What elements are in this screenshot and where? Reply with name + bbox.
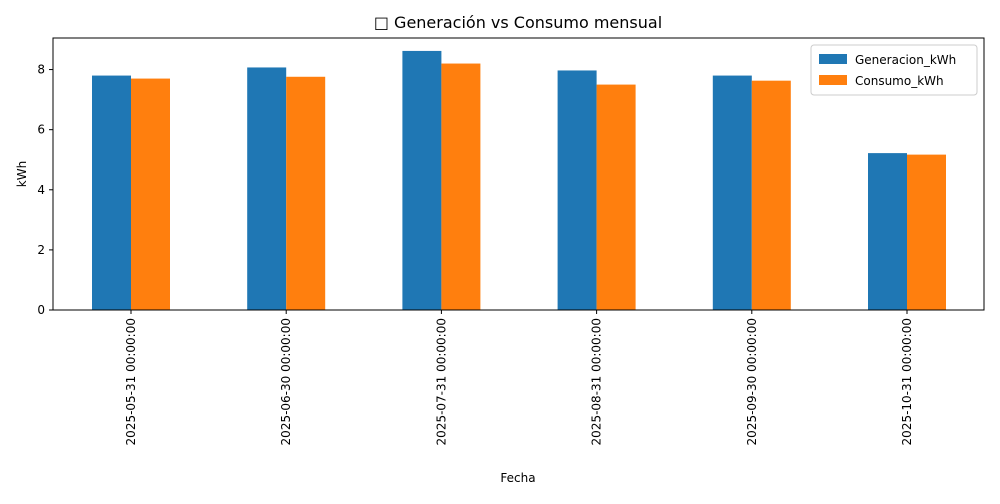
bar-consumo-kwh [751, 80, 791, 310]
legend: Generacion_kWh Consumo_kWh [810, 44, 978, 96]
y-tick-label: 6 [37, 123, 45, 137]
legend-box [810, 44, 978, 96]
y-tick-label: 2 [37, 243, 45, 257]
bar-generacion-kwh [402, 50, 442, 310]
bar-generacion-kwh [868, 153, 907, 310]
x-tick-label: 2025-08-31 00:00:00 [590, 318, 604, 445]
bars-group [92, 50, 946, 310]
x-axis: 2025-05-31 00:00:00 2025-06-30 00:00:00 20… [124, 310, 914, 445]
x-tick-label: 2025-06-30 00:00:00 [279, 318, 293, 445]
x-axis-label: Fecha [500, 471, 535, 485]
bar-generacion-kwh [247, 67, 287, 310]
y-axis-label: kWh [15, 161, 29, 187]
bar-generacion-kwh [92, 75, 131, 310]
plot-frame [52, 37, 985, 311]
chart-title: □ Generación vs Consumo mensual [374, 13, 662, 32]
y-tick-label: 4 [37, 183, 45, 197]
x-tick-label: 2025-09-30 00:00:00 [745, 318, 759, 445]
y-tick-label: 0 [37, 303, 45, 317]
bar-consumo-kwh [907, 154, 946, 310]
bar-consumo-kwh [441, 63, 481, 310]
legend-label: Consumo_kWh [855, 74, 944, 88]
y-axis: 0 2 4 6 8 [37, 63, 53, 317]
x-tick-label: 2025-05-31 00:00:00 [124, 318, 138, 445]
x-tick-label: 2025-10-31 00:00:00 [900, 318, 914, 445]
legend-swatch [819, 54, 847, 64]
bar-generacion-kwh [557, 70, 597, 310]
bar-consumo-kwh [286, 76, 326, 310]
legend-label: Generacion_kWh [855, 53, 956, 67]
x-tick-label: 2025-07-31 00:00:00 [434, 318, 448, 445]
bar-generacion-kwh [712, 75, 752, 310]
legend-swatch [819, 75, 847, 85]
bar-consumo-kwh [131, 78, 170, 310]
y-tick-label: 8 [37, 63, 45, 77]
bar-consumo-kwh [596, 84, 636, 310]
